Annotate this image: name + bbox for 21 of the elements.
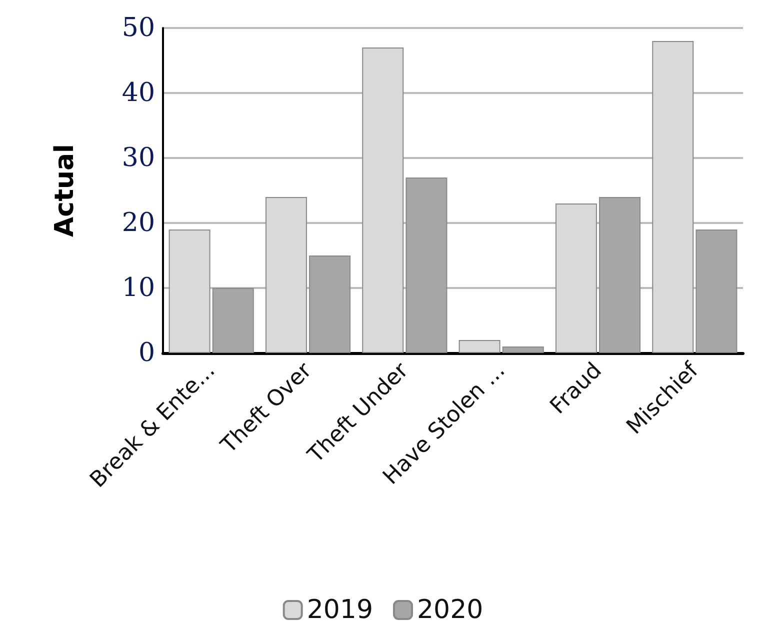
y-tick-label: 40 <box>122 78 155 108</box>
bar <box>406 178 448 353</box>
y-axis-title: Actual <box>50 144 80 237</box>
y-tick-label: 50 <box>122 13 155 43</box>
bar <box>168 230 210 353</box>
bar <box>362 48 404 353</box>
bar <box>212 288 254 353</box>
bar <box>458 340 500 353</box>
y-tick-label: 30 <box>122 143 155 173</box>
bar <box>265 197 307 353</box>
y-tick-label: 20 <box>122 208 155 238</box>
bar <box>309 256 351 353</box>
bar <box>652 41 694 353</box>
legend-label: 2019 <box>306 595 374 625</box>
bar <box>555 204 597 353</box>
y-tick-label: 0 <box>138 338 155 368</box>
bar <box>502 346 544 353</box>
bar <box>696 230 738 353</box>
legend-label: 2020 <box>417 595 484 625</box>
y-tick-label: 10 <box>122 273 155 303</box>
bar <box>599 197 641 353</box>
